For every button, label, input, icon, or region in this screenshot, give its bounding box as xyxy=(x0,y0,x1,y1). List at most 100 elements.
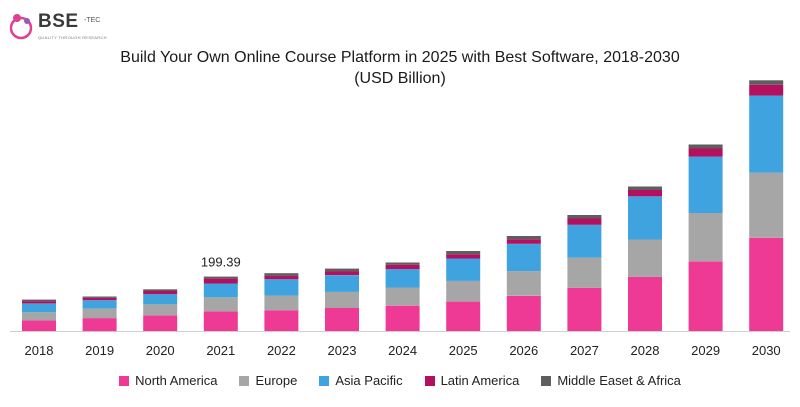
logo-suffix-text: -TEC xyxy=(84,17,101,24)
x-tick-label: 2021 xyxy=(206,343,235,358)
legend-swatch xyxy=(119,375,130,386)
bar-2029-europe xyxy=(688,213,723,262)
stacked-bar-chart: 2018 2019 2020 2021 2022 2023 2024 2025 2026 2027… xyxy=(10,80,790,358)
bar-2019-europe xyxy=(82,308,117,319)
legend-label: Middle Easet & Africa xyxy=(557,373,681,388)
bar-2019-latin-america xyxy=(82,297,117,301)
bar-2026-middle-easet-africa xyxy=(506,236,541,240)
x-tick-label: 2025 xyxy=(449,343,478,358)
bar-2021-middle-easet-africa xyxy=(203,276,238,279)
bar-2027-asia-pacific xyxy=(567,224,602,258)
bar-2030-north-america xyxy=(749,237,784,331)
x-tick-label: 2020 xyxy=(146,343,175,358)
bar-2018-europe xyxy=(22,312,56,321)
bar-2018-middle-easet-africa xyxy=(22,299,56,301)
legend-item-latin-america: Latin America xyxy=(424,373,520,388)
legend-swatch xyxy=(239,375,250,386)
bar-2024-middle-easet-africa xyxy=(385,262,420,265)
bar-2023-latin-america xyxy=(325,271,359,276)
chart-title: Build Your Own Online Course Platform in… xyxy=(120,49,680,66)
bar-2022-middle-easet-africa xyxy=(264,273,299,276)
bar-2020-asia-pacific xyxy=(143,294,178,305)
x-tick-label: 2023 xyxy=(328,343,357,358)
legend-swatch xyxy=(319,375,330,386)
bar-2030-middle-easet-africa xyxy=(749,80,784,85)
bar-2024-north-america xyxy=(385,305,420,331)
legend-label: Asia Pacific xyxy=(335,373,403,388)
legend-swatch xyxy=(541,375,552,386)
bar-2020-middle-easet-africa xyxy=(143,289,178,291)
bar-2026-north-america xyxy=(506,295,541,331)
bar-2027-middle-easet-africa xyxy=(567,215,602,219)
bar-2027-europe xyxy=(567,257,602,288)
x-tick-label: 2030 xyxy=(752,343,781,358)
x-tick-label: 2022 xyxy=(267,343,296,358)
bar-2029-latin-america xyxy=(688,148,723,157)
bar-2026-asia-pacific xyxy=(506,243,541,272)
logo-tagline: QUALITY THROUGH RESEARCH xyxy=(38,35,107,40)
bar-2028-europe xyxy=(628,239,662,277)
x-tick-label: 2024 xyxy=(388,343,417,358)
bar-2019-north-america xyxy=(82,318,117,332)
legend-item-europe: Europe xyxy=(239,373,297,388)
bar-2028-north-america xyxy=(628,276,662,331)
bar-2020-latin-america xyxy=(143,291,178,295)
x-tick-label: 2019 xyxy=(85,343,114,358)
x-tick-label: 2028 xyxy=(631,343,660,358)
bar-2020-europe xyxy=(143,304,178,316)
chart-title-block: Build Your Own Online Course Platform in… xyxy=(0,47,800,89)
bar-2029-north-america xyxy=(688,261,723,331)
bar-2025-asia-pacific xyxy=(446,258,481,281)
legend-label: Latin America xyxy=(440,373,520,388)
bar-2025-middle-easet-africa xyxy=(446,251,481,255)
bar-2022-europe xyxy=(264,295,299,311)
x-tick-label: 2027 xyxy=(570,343,599,358)
bar-2021-europe xyxy=(203,297,238,312)
x-tick-label: 2029 xyxy=(691,343,720,358)
legend-label: North America xyxy=(135,373,218,388)
bar-2023-north-america xyxy=(325,308,359,331)
bar-2024-latin-america xyxy=(385,264,420,270)
bar-2021-north-america xyxy=(203,311,238,331)
bar-2018-north-america xyxy=(22,320,56,331)
bar-2027-north-america xyxy=(567,287,602,331)
logo-brand-text: BSE xyxy=(38,11,79,32)
bar-2028-middle-easet-africa xyxy=(628,186,662,190)
bar-2019-middle-easet-africa xyxy=(82,296,117,298)
legend-item-middle-easet-africa: Middle Easet & Africa xyxy=(541,373,681,388)
bar-2018-latin-america xyxy=(22,301,56,304)
bar-2028-asia-pacific xyxy=(628,196,662,240)
legend-label: Europe xyxy=(255,373,298,388)
logo-icon xyxy=(9,14,33,40)
bar-2021-asia-pacific xyxy=(203,283,238,298)
bar-2028-latin-america xyxy=(628,190,662,197)
bar-2026-latin-america xyxy=(506,239,541,244)
bar-2022-latin-america xyxy=(264,275,299,280)
bar-2025-north-america xyxy=(446,301,481,331)
x-tick-label: 2026 xyxy=(509,343,538,358)
chart-legend: North America Europe Asia Pacific Latin Ame… xyxy=(0,373,800,388)
bar-2030-latin-america xyxy=(749,84,784,96)
bar-2024-asia-pacific xyxy=(385,269,420,288)
legend-item-asia-pacific: Asia Pacific xyxy=(319,373,403,388)
legend-item-north-america: North America xyxy=(119,373,217,388)
bar-2024-europe xyxy=(385,287,420,306)
bar-2030-asia-pacific xyxy=(749,95,784,173)
bar-2027-latin-america xyxy=(567,218,602,225)
bar-2019-asia-pacific xyxy=(82,300,117,309)
bar-2029-middle-easet-africa xyxy=(688,144,723,149)
brand-logo: BSE -TEC QUALITY THROUGH RESEARCH xyxy=(8,8,118,44)
bar-2029-asia-pacific xyxy=(688,156,723,213)
chart-subtitle: (USD Billion) xyxy=(354,70,446,87)
bar-2021-latin-america xyxy=(203,278,238,284)
bar-2023-europe xyxy=(325,291,359,308)
bar-2026-europe xyxy=(506,271,541,296)
bar-2030-europe xyxy=(749,172,784,238)
data-label-2021: 199.39 xyxy=(201,255,241,270)
legend-swatch xyxy=(424,375,435,386)
bar-2023-asia-pacific xyxy=(325,275,359,292)
bar-2022-asia-pacific xyxy=(264,279,299,296)
bar-2025-latin-america xyxy=(446,254,481,259)
bar-2022-north-america xyxy=(264,310,299,331)
bar-2025-europe xyxy=(446,280,481,302)
